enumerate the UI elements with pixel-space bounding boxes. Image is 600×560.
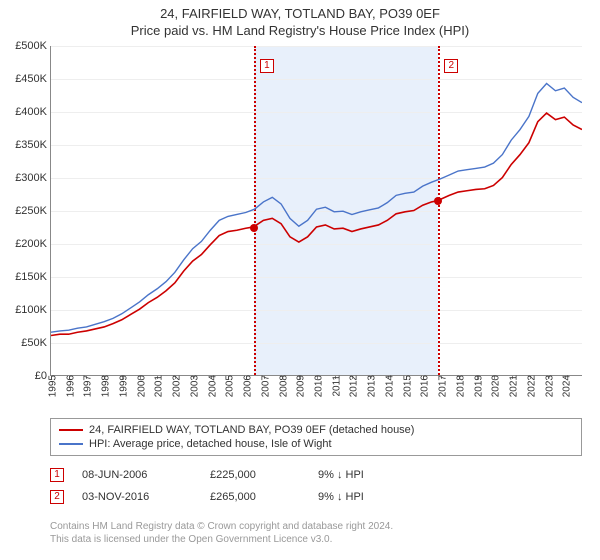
y-tick-label: £400K: [15, 106, 51, 118]
chart-container: 24, FAIRFIELD WAY, TOTLAND BAY, PO39 0EF…: [0, 0, 600, 560]
sale-rows: 1 08-JUN-2006 £225,000 9% ↓ HPI 2 03-NOV-2016…: [50, 464, 582, 508]
plot-area: £0£50K£100K£150K£200K£250K£300K£350K£400…: [50, 46, 582, 376]
legend-item: 24, FAIRFIELD WAY, TOTLAND BAY, PO39 0EF…: [59, 423, 573, 437]
x-tick-label: 2007: [256, 375, 271, 397]
legend: 24, FAIRFIELD WAY, TOTLAND BAY, PO39 0EF…: [50, 418, 582, 456]
x-tick-label: 1998: [97, 375, 112, 397]
y-tick-label: £450K: [15, 73, 51, 85]
x-tick-label: 2009: [292, 375, 307, 397]
sale-row-date: 08-JUN-2006: [82, 469, 192, 481]
x-tick-label: 2024: [558, 375, 573, 397]
y-tick-label: £100K: [15, 304, 51, 316]
sale-row-marker: 2: [50, 490, 64, 504]
x-tick-label: 2003: [185, 375, 200, 397]
legend-label: 24, FAIRFIELD WAY, TOTLAND BAY, PO39 0EF…: [89, 424, 414, 436]
x-tick-label: 2008: [274, 375, 289, 397]
sale-row-diff: 9% ↓ HPI: [318, 469, 428, 481]
x-tick-label: 2001: [150, 375, 165, 397]
series-line: [51, 113, 582, 335]
x-tick-label: 2016: [416, 375, 431, 397]
sale-row-marker: 1: [50, 468, 64, 482]
sale-row-diff: 9% ↓ HPI: [318, 491, 428, 503]
x-tick-label: 2002: [168, 375, 183, 397]
x-tick-label: 1995: [44, 375, 59, 397]
y-tick-label: £200K: [15, 238, 51, 250]
chart-title-line2: Price paid vs. HM Land Registry's House …: [0, 21, 600, 42]
x-tick-label: 2012: [345, 375, 360, 397]
sale-row-price: £265,000: [210, 491, 300, 503]
x-tick-label: 2011: [327, 375, 342, 397]
x-tick-label: 2018: [451, 375, 466, 397]
x-tick-label: 2013: [363, 375, 378, 397]
y-tick-label: £150K: [15, 271, 51, 283]
series-svg: [51, 46, 582, 375]
x-tick-label: 2020: [487, 375, 502, 397]
sale-row-date: 03-NOV-2016: [82, 491, 192, 503]
y-tick-label: £250K: [15, 205, 51, 217]
legend-item: HPI: Average price, detached house, Isle…: [59, 437, 573, 451]
x-tick-label: 2015: [398, 375, 413, 397]
chart-title-line1: 24, FAIRFIELD WAY, TOTLAND BAY, PO39 0EF: [0, 0, 600, 21]
series-line: [51, 83, 582, 332]
x-tick-label: 2014: [380, 375, 395, 397]
footer-line1: Contains HM Land Registry data © Crown c…: [50, 520, 582, 533]
legend-label: HPI: Average price, detached house, Isle…: [89, 438, 332, 450]
sale-row: 2 03-NOV-2016 £265,000 9% ↓ HPI: [50, 486, 582, 508]
x-tick-label: 2021: [505, 375, 520, 397]
x-tick-label: 2019: [469, 375, 484, 397]
legend-swatch: [59, 443, 83, 445]
sale-point: [250, 224, 258, 232]
x-tick-label: 2006: [239, 375, 254, 397]
sale-row-price: £225,000: [210, 469, 300, 481]
x-tick-label: 2000: [132, 375, 147, 397]
y-tick-label: £300K: [15, 172, 51, 184]
sale-marker-box: 1: [260, 59, 274, 73]
x-tick-label: 2023: [540, 375, 555, 397]
footer-attribution: Contains HM Land Registry data © Crown c…: [50, 520, 582, 546]
x-tick-label: 2017: [434, 375, 449, 397]
x-tick-label: 2010: [310, 375, 325, 397]
sale-marker-box: 2: [444, 59, 458, 73]
y-tick-label: £50K: [21, 337, 51, 349]
footer-line2: This data is licensed under the Open Gov…: [50, 533, 582, 546]
sale-row: 1 08-JUN-2006 £225,000 9% ↓ HPI: [50, 464, 582, 486]
y-tick-label: £500K: [15, 40, 51, 52]
x-tick-label: 2004: [203, 375, 218, 397]
legend-swatch: [59, 429, 83, 431]
sale-point: [434, 197, 442, 205]
y-tick-label: £350K: [15, 139, 51, 151]
x-tick-label: 1999: [114, 375, 129, 397]
x-tick-label: 2005: [221, 375, 236, 397]
x-tick-label: 2022: [522, 375, 537, 397]
x-tick-label: 1997: [79, 375, 94, 397]
x-tick-label: 1996: [61, 375, 76, 397]
